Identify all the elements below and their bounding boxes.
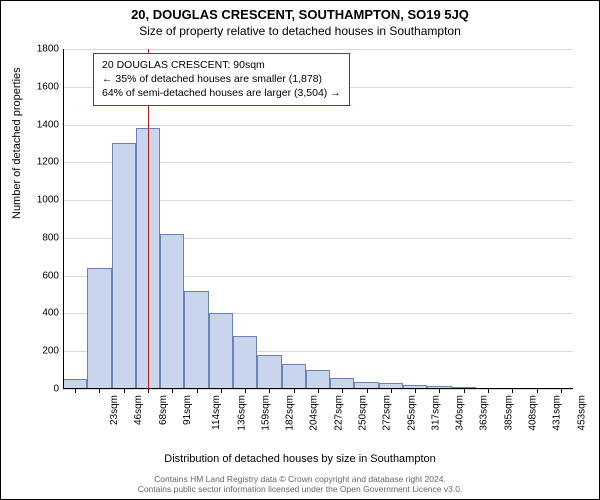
x-tick-label: 250sqm	[358, 395, 369, 431]
x-tick-mark	[367, 389, 368, 393]
x-tick-label: 385sqm	[503, 395, 514, 431]
x-tick-label: 136sqm	[236, 395, 247, 431]
y-tick-label: 1200	[29, 157, 59, 168]
x-tick-mark	[488, 389, 489, 393]
x-tick-label: 68sqm	[158, 395, 169, 425]
y-tick-label: 1600	[29, 81, 59, 92]
histogram-bar	[306, 370, 330, 389]
y-axis-ticks: 020040060080010001200140016001800	[29, 49, 63, 389]
x-tick-mark	[318, 389, 319, 393]
histogram-bar	[160, 234, 184, 389]
x-tick-label: 204sqm	[309, 395, 320, 431]
x-tick-mark	[294, 389, 295, 393]
x-tick-label: 91sqm	[182, 395, 193, 425]
footer-line-2: Contains public sector information licen…	[1, 484, 599, 495]
y-tick-label: 200	[29, 346, 59, 357]
histogram-bar	[112, 143, 136, 389]
x-tick-mark	[415, 389, 416, 393]
x-tick-mark	[99, 389, 100, 393]
annotation-line-2: ← 35% of detached houses are smaller (1,…	[102, 72, 341, 86]
y-tick-label: 1400	[29, 119, 59, 130]
x-tick-mark	[537, 389, 538, 393]
annotation-line-3: 64% of semi-detached houses are larger (…	[102, 86, 341, 100]
x-tick-mark	[439, 389, 440, 393]
x-tick-mark	[269, 389, 270, 393]
histogram-bar	[184, 291, 208, 389]
footer-line-1: Contains HM Land Registry data © Crown c…	[1, 474, 599, 485]
histogram-bar	[87, 268, 111, 389]
x-axis-label: Distribution of detached houses by size …	[1, 453, 599, 465]
x-tick-label: 453sqm	[576, 395, 587, 431]
x-tick-label: 114sqm	[211, 395, 222, 430]
x-tick-mark	[124, 389, 125, 393]
x-tick-mark	[464, 389, 465, 393]
y-tick-label: 1800	[29, 44, 59, 55]
y-tick-label: 800	[29, 232, 59, 243]
x-tick-label: 227sqm	[333, 395, 344, 431]
x-tick-label: 431sqm	[552, 395, 563, 431]
y-tick-label: 0	[29, 384, 59, 395]
histogram-bar	[257, 355, 281, 389]
x-tick-label: 363sqm	[479, 395, 490, 431]
y-axis-label: Number of detached properties	[11, 67, 23, 219]
x-tick-mark	[197, 389, 198, 393]
histogram-bar	[233, 336, 257, 389]
x-tick-mark	[342, 389, 343, 393]
y-tick-label: 600	[29, 270, 59, 281]
chart-title: 20, DOUGLAS CRESCENT, SOUTHAMPTON, SO19 …	[1, 7, 599, 22]
annotation-line-1: 20 DOUGLAS CRESCENT: 90sqm	[102, 58, 341, 72]
x-tick-mark	[391, 389, 392, 393]
x-tick-label: 340sqm	[455, 395, 466, 431]
footer: Contains HM Land Registry data © Crown c…	[1, 474, 599, 495]
x-tick-label: 295sqm	[406, 395, 417, 431]
x-tick-mark	[245, 389, 246, 393]
x-tick-mark	[75, 389, 76, 393]
x-axis-ticks: 23sqm 46sqm 68sqm 91sqm 114sqm 136sqm 159sqm 18…	[63, 389, 573, 439]
annotation-box: 20 DOUGLAS CRESCENT: 90sqm ← 35% of deta…	[93, 53, 350, 106]
x-tick-label: 159sqm	[260, 395, 271, 431]
x-tick-label: 46sqm	[133, 395, 144, 425]
x-tick-mark	[148, 389, 149, 393]
histogram-bar	[209, 313, 233, 389]
x-tick-label: 272sqm	[382, 395, 393, 431]
chart-container: 20, DOUGLAS CRESCENT, SOUTHAMPTON, SO19 …	[0, 0, 600, 500]
x-tick-label: 408sqm	[528, 395, 539, 431]
y-tick-label: 400	[29, 308, 59, 319]
plot-area: 20 DOUGLAS CRESCENT: 90sqm ← 35% of deta…	[63, 49, 573, 389]
y-axis-line	[63, 49, 64, 389]
x-tick-label: 23sqm	[109, 395, 120, 425]
x-tick-label: 317sqm	[430, 395, 441, 431]
y-tick-label: 1000	[29, 195, 59, 206]
chart-subtitle: Size of property relative to detached ho…	[1, 24, 599, 38]
x-tick-label: 182sqm	[285, 395, 296, 431]
x-tick-mark	[561, 389, 562, 393]
histogram-bar	[282, 364, 306, 390]
x-tick-mark	[512, 389, 513, 393]
x-tick-mark	[221, 389, 222, 393]
x-tick-mark	[172, 389, 173, 393]
